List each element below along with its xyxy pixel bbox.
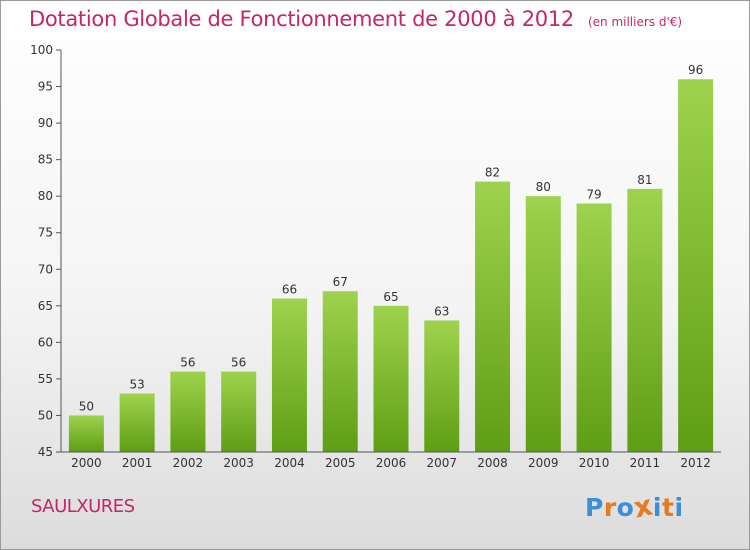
logo-letter: i (652, 493, 662, 522)
x-tick-label: 2005 (325, 456, 356, 470)
y-tick-label: 95 (38, 80, 53, 94)
bar-2000[interactable] (68, 415, 104, 452)
x-tick-label: 2006 (376, 456, 407, 470)
x-tick-label: 2011 (630, 456, 661, 470)
y-tick-label: 90 (38, 116, 53, 130)
x-tick-label: 2012 (680, 456, 711, 470)
chart-subtitle: (en milliers d'€) (587, 15, 683, 29)
bar-2007[interactable] (424, 320, 460, 452)
y-tick-label: 65 (38, 299, 53, 313)
y-tick-label: 50 (38, 408, 53, 422)
bar-2004[interactable] (271, 298, 307, 452)
logo-letter: t (662, 493, 675, 522)
x-tick-label: 2002 (173, 456, 204, 470)
commune-name: SAULXURES (31, 496, 135, 517)
bar-value-label: 79 (586, 187, 601, 201)
y-tick-label: 60 (38, 335, 53, 349)
logo-letter: o (616, 493, 635, 522)
x-tick-label: 2000 (71, 456, 102, 470)
x-tick-label: 2004 (274, 456, 305, 470)
chart-title: Dotation Globale de Fonctionnement de 20… (29, 7, 682, 31)
x-tick-label: 2010 (579, 456, 610, 470)
bar-2006[interactable] (373, 305, 409, 452)
bar-2005[interactable] (322, 291, 358, 452)
bar-value-label: 56 (180, 356, 195, 370)
logo-letter: r (603, 493, 617, 522)
y-tick-label: 100 (30, 43, 53, 57)
bar-value-label: 81 (637, 173, 652, 187)
bar-value-label: 80 (536, 180, 551, 194)
x-axis: 2000 2001 2002 2003 2004 2005 2006 2007 2008 2009… (61, 451, 721, 470)
bar-value-label: 56 (231, 356, 246, 370)
bar-value-label: 67 (333, 275, 348, 289)
x-tick-label: 2007 (426, 456, 457, 470)
logo-letter: P (585, 493, 604, 522)
bar-2003[interactable] (221, 371, 257, 452)
bar-value-label: 50 (79, 399, 94, 413)
bar-2002[interactable] (170, 371, 206, 452)
y-tick-label: 85 (38, 153, 53, 167)
bars: 50 53 56 56 66 67 65 63 82 80 79 81 96 (68, 63, 714, 453)
bar-2010[interactable] (576, 203, 612, 452)
bar-2008[interactable] (475, 181, 511, 452)
bar-2001[interactable] (119, 393, 155, 452)
bar-value-label: 53 (130, 378, 145, 392)
chart-title-text: Dotation Globale de Fonctionnement de 20… (29, 7, 574, 31)
x-tick-label: 2008 (477, 456, 508, 470)
y-tick-label: 80 (38, 189, 53, 203)
bar-2011[interactable] (627, 188, 663, 452)
y-axis: 45 50 55 60 65 70 75 80 85 90 95 100 (30, 43, 62, 459)
bar-value-label: 82 (485, 166, 500, 180)
bar-2012[interactable] (678, 79, 714, 453)
y-tick-label: 45 (38, 445, 53, 459)
bar-2009[interactable] (525, 196, 561, 452)
logo-letter: i (674, 493, 684, 522)
bar-value-label: 65 (383, 290, 398, 304)
y-tick-label: 55 (38, 372, 53, 386)
bar-value-label: 96 (688, 63, 703, 77)
x-tick-label: 2003 (223, 456, 254, 470)
bar-value-label: 63 (434, 304, 449, 318)
y-tick-label: 70 (38, 262, 53, 276)
proxiti-logo[interactable]: Proxiti (585, 488, 684, 524)
y-tick-label: 75 (38, 226, 53, 240)
x-tick-label: 2009 (528, 456, 559, 470)
x-tick-label: 2001 (122, 456, 153, 470)
bar-value-label: 66 (282, 283, 297, 297)
